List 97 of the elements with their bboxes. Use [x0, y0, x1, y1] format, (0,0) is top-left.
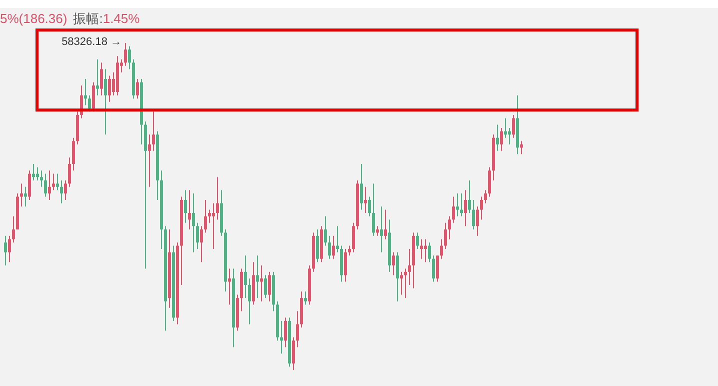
candlestick [4, 235, 7, 266]
candlestick [428, 242, 431, 263]
candlestick [336, 226, 339, 253]
candlestick [400, 271, 403, 296]
text: 振幅: [73, 11, 103, 26]
candlestick [432, 255, 435, 282]
candlestick [24, 186, 27, 207]
candlestick [364, 186, 367, 214]
candlestick [324, 216, 327, 246]
candlestick [316, 228, 319, 263]
candlestick [52, 173, 55, 191]
candlestick [456, 192, 459, 217]
candlestick [208, 209, 211, 224]
candlestick [352, 222, 355, 253]
candlestick [512, 114, 515, 138]
candlestick [344, 248, 347, 282]
candlestick [488, 166, 491, 198]
candlestick [244, 255, 247, 299]
candlestick [280, 320, 283, 354]
candlestick [36, 166, 39, 181]
candlestick [48, 170, 51, 200]
candlestick [348, 245, 351, 256]
candlestick [212, 202, 215, 250]
candlestick [368, 196, 371, 217]
candlestick [504, 118, 507, 138]
candlestick [188, 190, 191, 230]
candlestick [264, 274, 267, 299]
candlestick [84, 78, 87, 106]
candlestick [100, 62, 103, 96]
candlestick [40, 170, 43, 188]
candlestick [484, 190, 487, 204]
candlestick [392, 252, 395, 276]
candlestick [500, 128, 503, 152]
candlestick [72, 137, 75, 172]
candlestick [476, 206, 479, 236]
candlestick [68, 156, 71, 188]
candlestick [20, 183, 23, 207]
candlestick [440, 238, 443, 260]
candlestick [464, 190, 467, 227]
candlestick [204, 199, 207, 234]
candlestick [108, 75, 111, 102]
candlestick [332, 235, 335, 260]
candlestick [228, 268, 231, 306]
candlestick [360, 163, 363, 210]
candlestick [260, 264, 263, 302]
candlestick [460, 192, 463, 217]
candlestick [148, 134, 151, 188]
candlestick [328, 235, 331, 260]
annotation: 58326.18 → [62, 36, 122, 48]
candlestick [472, 199, 475, 230]
candlestick [436, 255, 439, 282]
candlestick [136, 78, 139, 100]
candlestick [404, 268, 407, 299]
candlestick [408, 248, 411, 286]
candlestick [56, 173, 59, 191]
candlestick [376, 226, 379, 236]
candlestick [268, 271, 271, 302]
candlestick [384, 209, 387, 240]
candlestick [372, 183, 375, 236]
candlestick [60, 180, 63, 204]
candlestick [424, 238, 427, 263]
candlestick [480, 196, 483, 220]
candlestick [128, 46, 131, 70]
candlestick [396, 252, 399, 302]
candlestick [520, 140, 523, 155]
candlestick [256, 255, 259, 299]
candlestick [192, 192, 195, 253]
candlestick [196, 222, 199, 250]
candlestick [44, 173, 47, 198]
candlestick [292, 336, 295, 370]
candlestick [104, 68, 107, 136]
candlestick [284, 317, 287, 348]
candlestick [304, 291, 307, 306]
candlestick [96, 58, 99, 96]
candlestick [508, 128, 511, 145]
candlestick [248, 278, 251, 325]
candlestick [28, 170, 31, 200]
candlestick [468, 180, 471, 214]
candlestick [216, 176, 219, 220]
candlestick [496, 124, 499, 152]
candlestick [64, 180, 67, 200]
text: 5%(186.36) [0, 11, 68, 26]
candlestick [200, 226, 203, 263]
candlestick [184, 190, 187, 224]
candlestick [124, 42, 127, 66]
candlestick [8, 235, 11, 263]
text: 1.45% [102, 11, 140, 26]
candlestick [452, 196, 455, 224]
candlestick [444, 222, 447, 250]
candlestick [380, 206, 383, 253]
candlestick [416, 232, 419, 250]
candlestick [32, 163, 35, 181]
candlestick [420, 238, 423, 260]
candlestick [152, 111, 155, 152]
candlestick [448, 216, 451, 240]
candlestick [296, 310, 299, 348]
candlestick [12, 216, 15, 243]
